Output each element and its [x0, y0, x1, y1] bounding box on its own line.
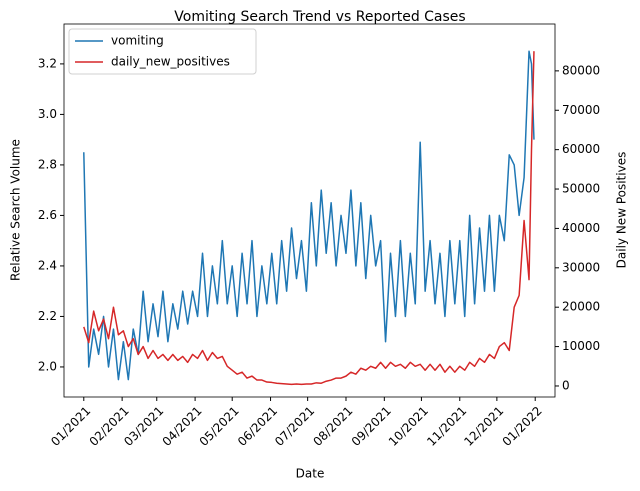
y-tick-label: 2.6 — [38, 208, 57, 222]
x-tick-label: 11/2021 — [424, 404, 469, 449]
y2-tick-label: 40000 — [562, 221, 600, 235]
y-tick-label: 2.0 — [38, 359, 57, 373]
y2-tick-label: 80000 — [562, 63, 600, 77]
x-tick-label: 01/2021 — [48, 404, 93, 449]
x-tick-label: 04/2021 — [160, 404, 205, 449]
y-tick-label: 3.0 — [38, 107, 57, 121]
y2-tick-label: 50000 — [562, 182, 600, 196]
plot-frame — [63, 23, 556, 398]
y2-tick-label: 20000 — [562, 300, 600, 314]
y2-tick-label: 60000 — [562, 142, 600, 156]
x-tick-label: 06/2021 — [235, 404, 280, 449]
y2-tick-label: 0 — [562, 378, 570, 392]
y-tick-label: 2.8 — [38, 157, 57, 171]
x-tick-label: 07/2021 — [272, 404, 317, 449]
y2-axis-label: Daily New Positives — [615, 152, 629, 269]
x-axis-label: Date — [296, 467, 325, 481]
x-tick-label: 09/2021 — [349, 404, 394, 449]
x-tick-label: 08/2021 — [310, 404, 355, 449]
x-tick-label: 05/2021 — [197, 404, 242, 449]
y-tick-label: 3.2 — [38, 56, 57, 70]
x-tick-label: 10/2021 — [386, 404, 431, 449]
x-tick-label: 01/2022 — [500, 404, 545, 449]
series-line — [83, 50, 535, 381]
y2-tick-label: 10000 — [562, 339, 600, 353]
y-tick-label: 2.2 — [38, 309, 57, 323]
legend-label: daily_new_positives — [111, 55, 230, 69]
y2-tick-label: 30000 — [562, 260, 600, 274]
plot-area — [64, 24, 555, 397]
series-line — [83, 51, 535, 386]
y2-tick-label: 70000 — [562, 103, 600, 117]
y-axis-label: Relative Search Volume — [9, 139, 23, 281]
legend-box — [68, 28, 257, 75]
y-tick-label: 2.4 — [38, 258, 57, 272]
chart-title: Vomiting Search Trend vs Reported Cases — [174, 9, 465, 25]
legend-label: vomiting — [111, 34, 164, 48]
x-tick-label: 12/2021 — [461, 404, 506, 449]
